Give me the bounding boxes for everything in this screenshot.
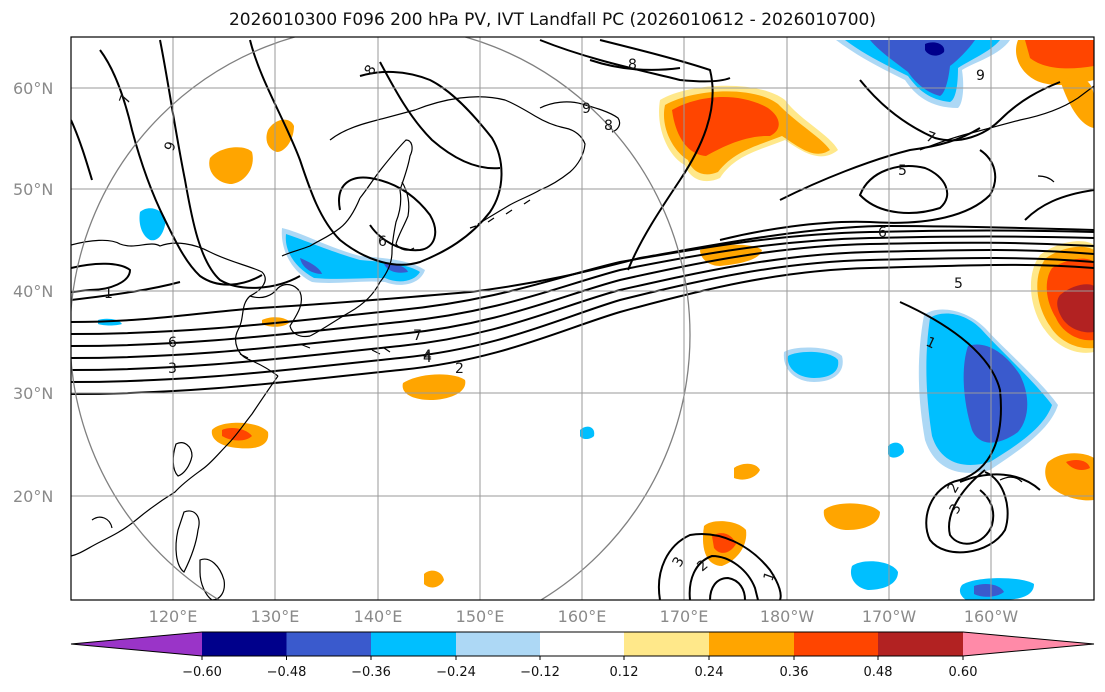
lat-label: 40°N — [13, 282, 53, 301]
contour-label: 9 — [976, 68, 985, 84]
colorbar: −0.60 −0.48 −0.36 −0.24 −0.12 0.12 0.24 … — [70, 631, 1095, 680]
contour-label: 1 — [104, 286, 113, 302]
colorbar-segment — [878, 632, 963, 656]
lon-label: 160°W — [964, 607, 1019, 626]
colorbar-left-arrow — [71, 632, 202, 656]
colorbar-segment — [624, 632, 709, 656]
contour-label: 7 — [413, 328, 422, 344]
contour-label: 5 — [954, 276, 963, 292]
colorbar-tick-label: 0.24 — [695, 665, 724, 680]
map-area: 7 9 8 8 9 8 9 7 6 5 6 5 1 4 6 3 7 4 2 1 … — [71, 37, 1094, 600]
contour-label: 7 — [117, 93, 135, 107]
contour-label: 6 — [378, 234, 387, 250]
colorbar-segment — [540, 632, 624, 656]
longitude-labels: 120°E 130°E 140°E 150°E 160°E 170°E 180°… — [149, 607, 1019, 626]
coastlines — [71, 85, 1094, 600]
positive-anomaly-shading — [209, 40, 1094, 588]
colorbar-tick-label: −0.48 — [267, 665, 307, 680]
colorbar-tick-label: −0.12 — [520, 665, 560, 680]
contour-label: 8 — [604, 118, 613, 134]
contour-label: 9 — [582, 101, 591, 117]
colorbar-tick-label: −0.24 — [436, 665, 476, 680]
contour-label: 3 — [670, 554, 688, 570]
lat-label: 60°N — [13, 79, 53, 98]
gridlines — [71, 37, 1094, 600]
map-frame — [70, 36, 1095, 601]
colorbar-tick-label: 0.12 — [610, 665, 639, 680]
lon-label: 140°E — [354, 607, 403, 626]
colorbar-tick-label: 0.48 — [864, 665, 893, 680]
colorbar-tick-label: 0.60 — [949, 665, 978, 680]
contour-label: 4 — [423, 348, 432, 364]
lat-label: 20°N — [13, 487, 53, 506]
contour-label: 6 — [878, 225, 887, 241]
lat-label: 50°N — [13, 180, 53, 199]
colorbar-right-arrow — [963, 632, 1094, 656]
lon-label: 170°E — [660, 607, 709, 626]
colorbar-tick-label: −0.60 — [182, 665, 222, 680]
colorbar-tick-label: 0.36 — [780, 665, 809, 680]
contour-label: 4 — [423, 350, 432, 366]
lon-label: 120°E — [149, 607, 198, 626]
colorbar-segment — [456, 632, 540, 656]
colorbar-segment — [709, 632, 794, 656]
contour-label: 1 — [761, 570, 779, 584]
contour-label: 3 — [168, 361, 177, 377]
radius-circle — [71, 37, 691, 600]
lon-label: 180°W — [760, 607, 815, 626]
map-title: 2026010300 F096 200 hPa PV, IVT Landfall… — [228, 10, 876, 30]
colorbar-segment — [286, 632, 371, 656]
colorbar-tick-label: −0.36 — [351, 665, 391, 680]
contour-label: 8 — [628, 57, 637, 73]
contour-label: 5 — [898, 163, 907, 179]
lon-label: 130°E — [251, 607, 300, 626]
negative-anomaly-shading — [98, 40, 1058, 600]
lat-label: 30°N — [13, 384, 53, 403]
lon-label: 150°E — [456, 607, 505, 626]
contour-label: 6 — [168, 335, 177, 351]
contour-label: 2 — [455, 361, 464, 377]
latitude-labels: 60°N 50°N 40°N 30°N 20°N — [13, 79, 53, 506]
colorbar-segment — [202, 632, 287, 656]
colorbar-segment — [794, 632, 878, 656]
colorbar-segment — [371, 632, 456, 656]
lon-label: 160°E — [558, 607, 607, 626]
lon-label: 170°W — [862, 607, 917, 626]
